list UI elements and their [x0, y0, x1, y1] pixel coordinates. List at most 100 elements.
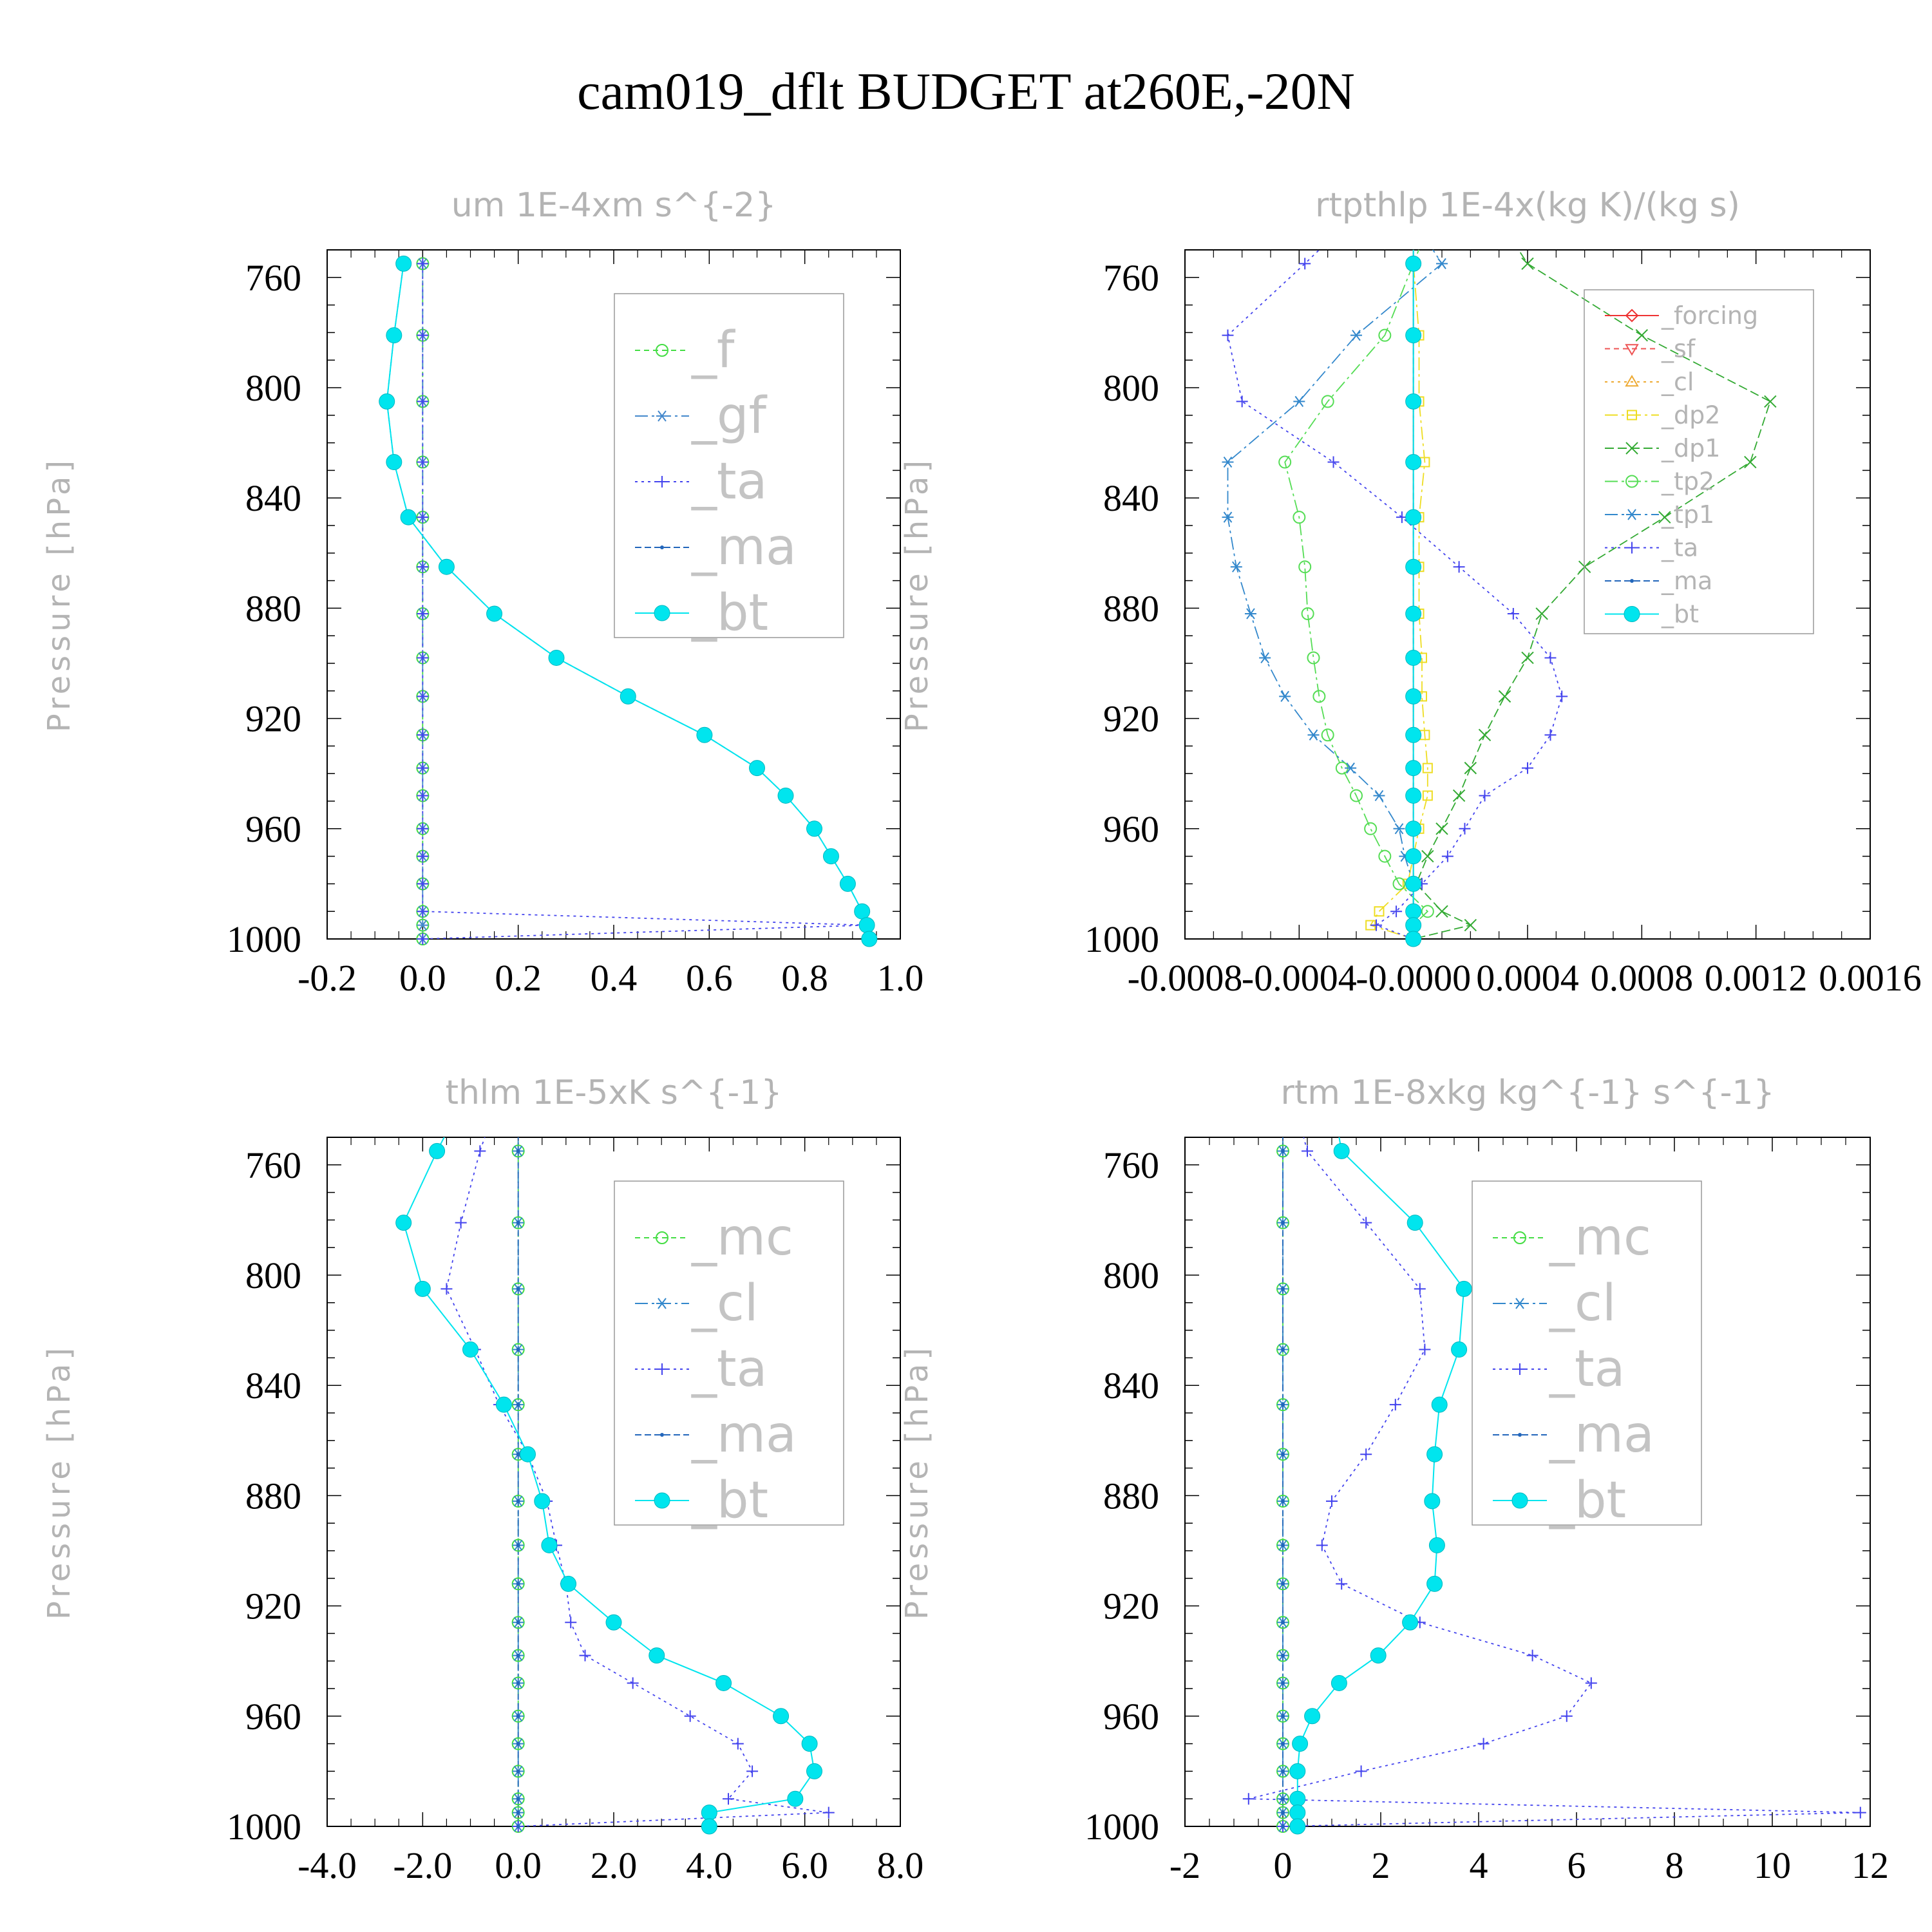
- y-tick-label: 880: [1103, 1475, 1159, 1517]
- data-point-tp2: [1298, 560, 1312, 574]
- data-point-tp1: [1244, 608, 1256, 620]
- data-point-bt: [1426, 1446, 1443, 1463]
- legend-frame: [1472, 1180, 1702, 1526]
- legend-marker: [1625, 308, 1639, 323]
- y-tick-label: 800: [245, 1255, 301, 1296]
- legend-marker: [1625, 442, 1638, 455]
- legend: _mc _cl _ta _ma _bt: [614, 1180, 844, 1530]
- legend-label: _tp2: [1661, 468, 1714, 496]
- x-tick-label: 2.0: [591, 1844, 638, 1886]
- chart-panel-3: thlm 1E-5xK s^{-1} Pressure [hPa] 760 800 84…: [41, 1074, 923, 1886]
- data-point-bt: [1405, 917, 1422, 934]
- legend-marker: [1514, 1298, 1526, 1309]
- data-point-bt: [1431, 1396, 1448, 1413]
- data-point-ta: [746, 1765, 759, 1777]
- data-point-ma: [1281, 1653, 1285, 1658]
- legend-label: _cl: [1549, 1274, 1616, 1332]
- data-point-bt: [806, 1763, 822, 1779]
- legend-marker: [1627, 410, 1637, 421]
- legend-marker: [654, 1492, 670, 1509]
- y-tick-label: 760: [245, 257, 301, 299]
- y-tick-label: 920: [1103, 698, 1159, 740]
- data-point-tp1: [1293, 395, 1305, 407]
- y-tick-label: 1000: [227, 918, 301, 960]
- data-point-bt: [715, 1674, 732, 1691]
- legend-marker: [1630, 579, 1634, 583]
- x-tick-label: 0.0016: [1819, 957, 1922, 999]
- series-line-dp1: [1413, 250, 1771, 939]
- legend-frame: [614, 293, 844, 638]
- data-point-ta: [822, 1806, 835, 1819]
- data-point-bt: [1289, 1818, 1306, 1835]
- data-point-ta: [1556, 690, 1568, 703]
- data-point-bt: [414, 1280, 431, 1297]
- legend-label: _bt: [691, 584, 768, 642]
- data-point-ma: [1281, 1797, 1285, 1801]
- panel-title: um 1E-4xm s^{-2}: [451, 186, 777, 225]
- y-tick-label: 920: [245, 1586, 301, 1627]
- data-point-ta: [1360, 1217, 1372, 1229]
- data-point-ta: [1544, 729, 1557, 741]
- data-point-ta: [1316, 1539, 1328, 1551]
- data-point-ma: [516, 1741, 520, 1746]
- data-point-dp1: [1464, 761, 1477, 775]
- data-point-bt: [495, 1396, 512, 1413]
- data-point-ma: [516, 1347, 520, 1352]
- legend-marker: [656, 476, 668, 488]
- data-point-ma: [516, 1810, 520, 1815]
- legend-label: _dp1: [1661, 434, 1720, 462]
- legend-marker: [1625, 375, 1639, 387]
- data-point-bt: [1405, 848, 1422, 865]
- data-point-dp1: [1521, 257, 1534, 270]
- data-point-bt: [1424, 1493, 1441, 1510]
- legend-label: _mc: [1549, 1209, 1651, 1267]
- x-tick-label: -2: [1170, 1844, 1200, 1886]
- series-line-bt: [1296, 1137, 1465, 1826]
- data-point-ma: [516, 1714, 520, 1718]
- data-point-tp1: [1436, 258, 1448, 269]
- data-point-bt: [1405, 903, 1422, 920]
- marker-group: [1242, 1142, 1866, 1835]
- legend-label: _ma: [691, 1406, 797, 1464]
- data-point-tp2: [1364, 822, 1378, 835]
- legend-label: _sf: [1661, 335, 1696, 363]
- data-point-ta: [579, 1649, 591, 1662]
- data-point-ta: [417, 395, 429, 408]
- data-point-dp1: [1744, 455, 1757, 469]
- y-tick-label: 760: [245, 1144, 301, 1186]
- data-point-bt: [1405, 605, 1422, 622]
- data-point-bt: [1405, 509, 1422, 526]
- data-point-ma: [1281, 1287, 1285, 1291]
- data-point-tp1: [1279, 690, 1291, 702]
- legend-marker: [1518, 1433, 1522, 1437]
- data-point-bt: [1405, 558, 1422, 575]
- data-point-bt: [1333, 1142, 1350, 1159]
- data-point-dp2: [1422, 790, 1433, 801]
- y-axis-label: Pressure [hPa]: [899, 1344, 935, 1620]
- data-point-bt: [649, 1647, 665, 1664]
- y-tick-label: 800: [245, 367, 301, 409]
- x-tick-label: 8.0: [877, 1844, 924, 1886]
- legend: _mc _cl _ta _ma _bt: [1472, 1180, 1702, 1530]
- series-group: [386, 263, 870, 939]
- data-point-ta: [417, 258, 429, 270]
- data-point-bt: [1405, 787, 1422, 804]
- plot-frame: [327, 1137, 901, 1827]
- data-point-dp1: [1635, 328, 1649, 342]
- legend-marker: [1626, 509, 1638, 520]
- data-point-ta: [417, 762, 429, 774]
- data-point-ta: [417, 456, 429, 468]
- data-point-bt: [806, 820, 822, 837]
- data-point-ta: [1854, 1806, 1866, 1819]
- data-point-ma: [516, 1824, 520, 1828]
- data-point-ta: [1414, 1283, 1426, 1295]
- data-point-dp1: [1498, 690, 1511, 703]
- data-point-ta: [1336, 1578, 1348, 1590]
- legend-marker: [1625, 344, 1639, 356]
- series-line-tp2: [1284, 250, 1429, 939]
- data-point-ta: [565, 1616, 577, 1629]
- legend: _f _gf _ta _ma _bt: [614, 293, 844, 642]
- data-point-bt: [462, 1341, 478, 1358]
- data-point-tp1: [1345, 762, 1357, 774]
- x-tick-label: 0.0012: [1705, 957, 1808, 999]
